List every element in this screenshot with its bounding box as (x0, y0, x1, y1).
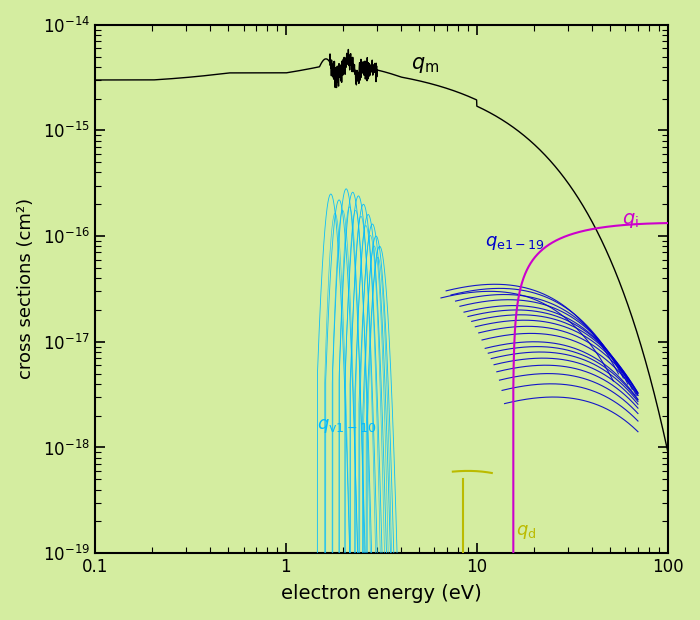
Text: $q_\mathrm{e1-19}$: $q_\mathrm{e1-19}$ (484, 234, 545, 252)
Text: $q_\mathrm{v1-10}$: $q_\mathrm{v1-10}$ (316, 417, 376, 435)
Text: $q_\mathrm{i}$: $q_\mathrm{i}$ (622, 211, 639, 230)
Text: $q_\mathrm{m}$: $q_\mathrm{m}$ (410, 55, 439, 75)
Text: $q_\mathrm{d}$: $q_\mathrm{d}$ (516, 523, 536, 541)
X-axis label: electron energy (eV): electron energy (eV) (281, 584, 482, 603)
Y-axis label: cross sections (cm²): cross sections (cm²) (17, 198, 35, 379)
